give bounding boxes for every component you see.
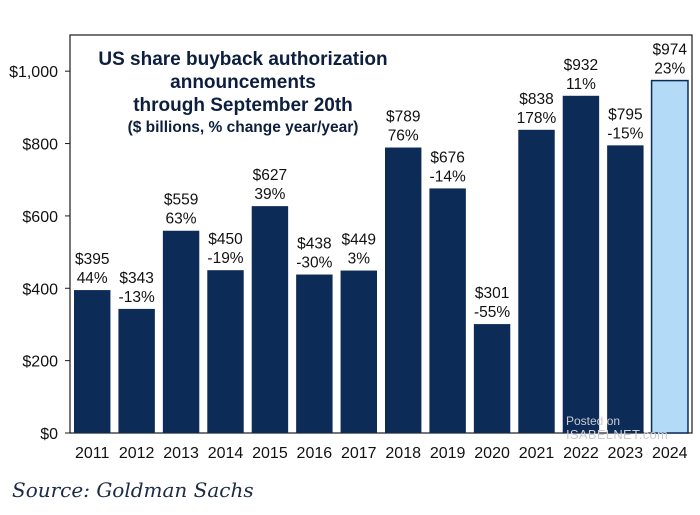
y-tick-label: $200 [22, 354, 58, 371]
watermark-line-2: ISABELNET.com [566, 427, 669, 442]
bar-2015 [251, 206, 289, 433]
x-tick-label: 2012 [119, 445, 155, 462]
x-tick-label: 2013 [163, 445, 199, 462]
data-label-change: -55% [474, 304, 510, 321]
data-label-value: $795 [608, 106, 642, 123]
data-label-change: 76% [388, 128, 419, 145]
x-tick-label: 2018 [385, 445, 421, 462]
y-tick-label: $1,000 [9, 64, 58, 81]
bar-2017 [340, 270, 378, 433]
title-line-3: through September 20th [133, 95, 353, 116]
y-tick-label: $0 [40, 426, 58, 443]
x-tick-label: 2019 [430, 445, 466, 462]
data-label-change: -19% [207, 250, 243, 267]
data-label-value: $301 [475, 285, 509, 302]
x-tick-label: 2011 [75, 445, 110, 462]
data-label-value: $627 [253, 167, 287, 184]
bar-2018 [384, 147, 422, 433]
source-note: Source: Goldman Sachs [12, 478, 254, 502]
data-label-change: 44% [77, 270, 108, 287]
data-label-value: $449 [342, 232, 376, 249]
title-line-2: announcements [170, 72, 316, 93]
title-line-1: US share buyback authorization [98, 49, 388, 70]
data-label-value: $438 [297, 236, 331, 253]
x-tick-label: 2014 [208, 445, 244, 462]
data-label-change: -13% [119, 289, 155, 306]
x-tick-label: 2017 [341, 445, 377, 462]
bar-2014 [207, 270, 244, 433]
x-tick-label: 2020 [474, 445, 510, 462]
bar-2016 [296, 274, 333, 433]
bar-2022 [562, 95, 600, 433]
bar-2024 [650, 79, 689, 434]
plot-frame [69, 34, 693, 434]
chart-subtitle: ($ billions, % change year/year) [127, 119, 359, 136]
data-label-change: -30% [296, 255, 332, 272]
data-label-value: $974 [653, 42, 688, 59]
x-tick-label: 2023 [608, 445, 644, 462]
data-label-change: 11% [566, 76, 596, 93]
bar-2021 [518, 129, 555, 433]
watermark-line-1: Posted on [566, 414, 621, 428]
data-label-change: 39% [254, 186, 285, 203]
bar-2019 [429, 188, 466, 433]
watermark: Posted on ISABELNET.com [566, 414, 668, 442]
chart-title: US share buyback authorization announcem… [78, 48, 408, 139]
bar-2023 [607, 145, 644, 433]
x-tick-label: 2024 [652, 445, 688, 462]
y-tick-label: $600 [22, 209, 58, 226]
bar-2020 [473, 324, 511, 433]
data-label-change: 23% [654, 61, 685, 78]
data-label-value: $450 [208, 231, 243, 248]
data-label-value: $838 [519, 91, 553, 108]
data-label-value: $676 [430, 149, 464, 166]
x-tick-label: 2015 [252, 445, 288, 462]
data-label-value: $343 [119, 270, 153, 287]
data-label-value: $559 [164, 192, 198, 209]
chart-area: $0 $200 $400 $600 $800 $1,000 $395 44% 2011 $343 -… [9, 34, 693, 462]
y-tick-label: $400 [22, 281, 58, 298]
data-label-change: 3% [348, 251, 371, 268]
y-tick-label: $800 [22, 137, 58, 154]
data-label-change: -14% [430, 168, 466, 185]
data-label-value: $395 [75, 251, 109, 268]
data-label-change: 178% [517, 110, 557, 127]
bar-2011 [73, 290, 111, 433]
data-label-value: $932 [564, 57, 598, 74]
data-label-value: $789 [386, 109, 420, 126]
bar-2012 [118, 308, 155, 433]
bar-chart: $0 $200 $400 $600 $800 $1,000 $395 44% 2011 $343 -… [9, 34, 693, 462]
data-label-change: 63% [166, 211, 197, 228]
data-label-change: -15% [607, 125, 643, 142]
bar-2013 [162, 230, 200, 433]
x-tick-label: 2022 [563, 445, 599, 462]
x-tick-label: 2021 [519, 445, 555, 462]
x-tick-label: 2016 [297, 445, 333, 462]
